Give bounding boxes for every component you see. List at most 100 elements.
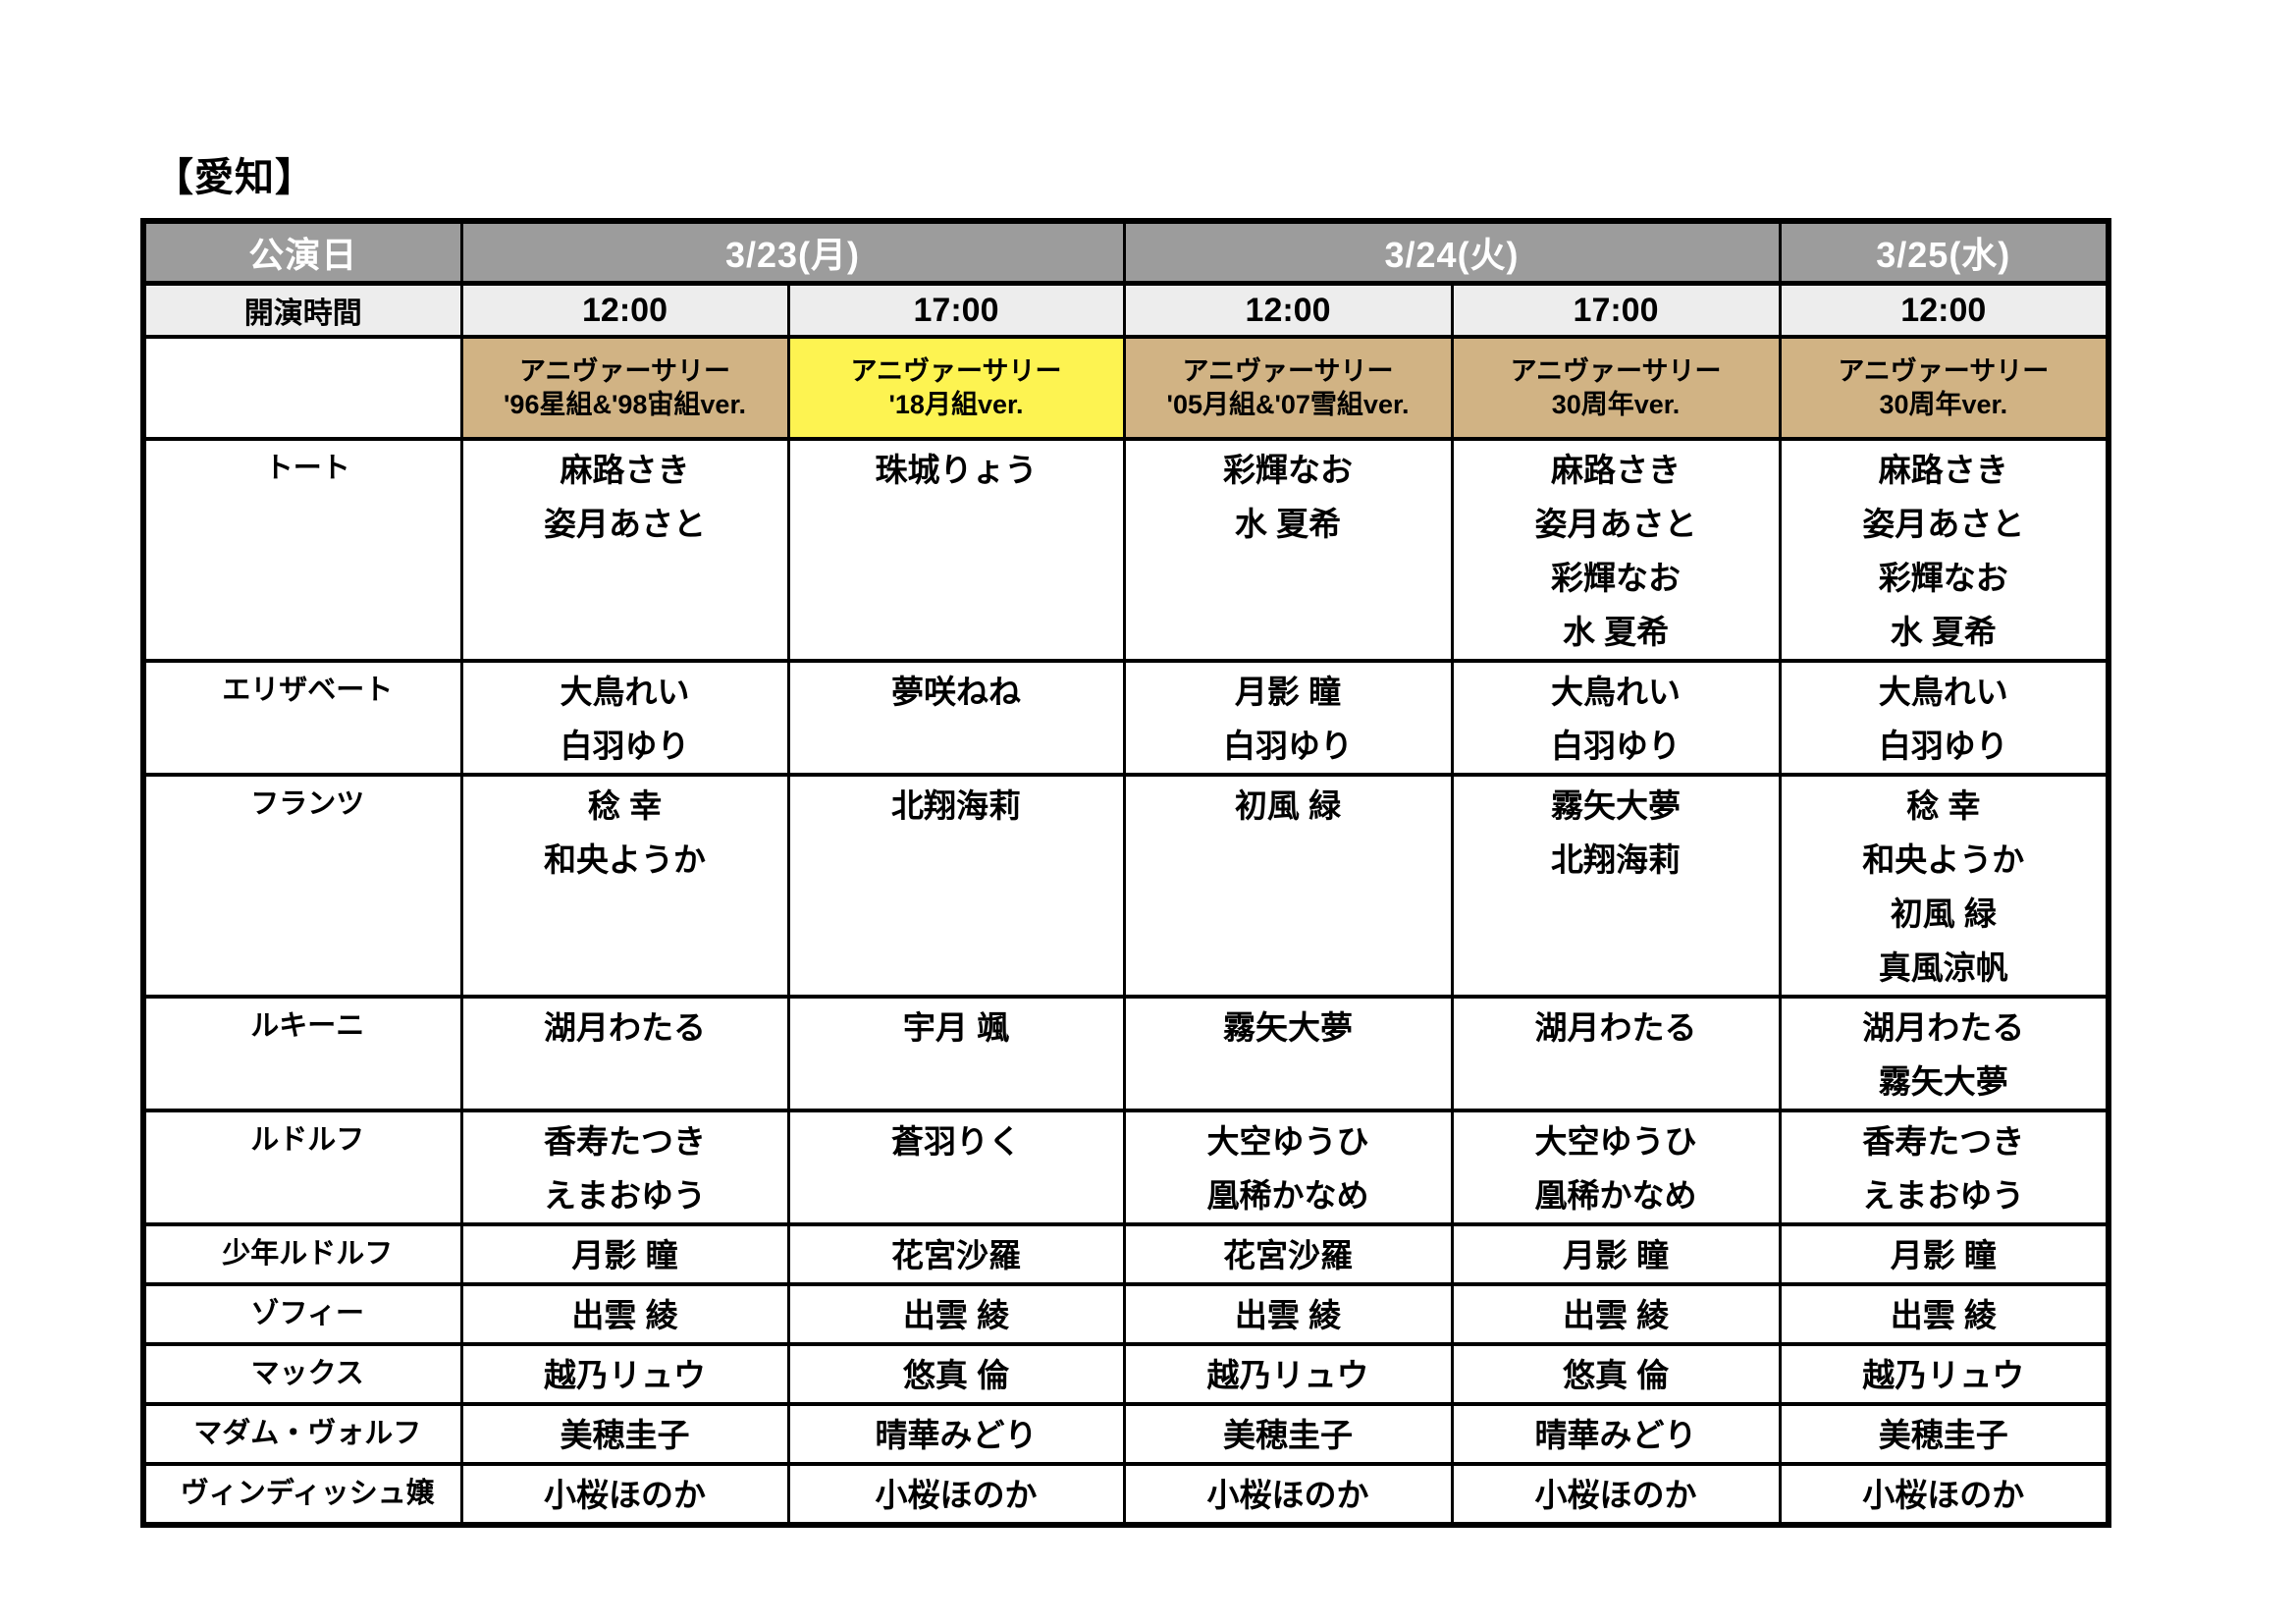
cast-name: 美穂圭子 [560,1417,690,1453]
cast-name: 小桜ほのか [1534,1477,1697,1513]
cast-cell: 小桜ほのか [459,1462,790,1527]
role-row: ゾフィー 出雲 綾 出雲 綾 出雲 綾 出雲 綾 出雲 綾 [141,1282,2110,1346]
cast-name: 麻路さき [560,452,690,488]
cast-name: 白羽ゆり [1878,728,2008,764]
cast-name: 悠真 倫 [902,1357,1010,1393]
cast-cell: 出雲 綾 [786,1282,1126,1346]
role-label: ルキーニ [141,995,463,1112]
role-label: ヴィンディッシュ嬢 [141,1462,463,1527]
version-line1: アニヴァーサリー [850,356,1062,386]
cast-name: 蒼羽りく [891,1123,1021,1160]
cast-name: 凰稀かなめ [1206,1177,1369,1214]
role-label: フランツ [141,773,463,999]
cast-name: 真風涼帆 [1878,949,2008,986]
cast-cell: 湖月わたる 霧矢大夢 [1778,995,2110,1112]
cast-cell: 月影 瞳 [1450,1222,1782,1286]
cast-name: 大鳥れい [1878,674,2008,710]
cast-name: 湖月わたる [1862,1009,2025,1046]
cast-cell: 宇月 颯 [786,995,1126,1112]
version-cell: アニヴァーサリー '05月組&'07雪組ver. [1122,335,1454,441]
version-row: アニヴァーサリー '96星組&'98宙組ver. アニヴァーサリー '18月組v… [141,335,2110,441]
role-label: マダム・ヴォルフ [141,1402,463,1466]
cast-name: 北翔海莉 [1551,841,1682,878]
date-header-label: 公演日 [141,219,463,286]
cast-name: 大空ゆうひ [1534,1123,1697,1160]
cast-cell: 月影 瞳白羽ゆり [1122,659,1454,777]
version-line2: '18月組ver. [888,390,1024,419]
time-header-label: 開演時間 [141,281,463,339]
cast-cell: 蒼羽りく [786,1109,1126,1226]
cast-cell: 出雲 綾 [1450,1282,1782,1346]
cast-cell: 大鳥れい 白羽ゆり [1450,659,1782,777]
cast-name: 出雲 綾 [1562,1297,1670,1333]
cast-cell: 霧矢大夢 北翔海莉 [1450,773,1782,999]
cast-cell: 湖月わたる [1450,995,1782,1112]
cast-cell: 越乃リュウ [1778,1342,2110,1406]
role-label: ルドルフ [141,1109,463,1226]
cast-name: 麻路さき [1551,452,1682,488]
cast-name: 出雲 綾 [902,1297,1010,1333]
cast-name: 初風 緑 [1234,787,1342,824]
cast-cell: 麻路さき 姿月あさと 彩輝なお水 夏希 [1450,437,1782,663]
page: 【愛知】 公演日 3/23(月) 3/24(火) 3/25(水) 開演時間 12… [140,156,2112,1528]
cast-name: 白羽ゆり [1223,728,1354,764]
cast-cell: 花宮沙羅 [1122,1222,1454,1286]
cast-name: 晴華みどり [1534,1417,1697,1453]
date-header-row: 公演日 3/23(月) 3/24(火) 3/25(水) [141,219,2110,286]
cast-name: 彩輝なお [1223,452,1354,488]
version-line1: アニヴァーサリー [1182,356,1394,386]
role-row: 少年ルドルフ 月影 瞳 花宮沙羅 花宮沙羅 月影 瞳 月影 瞳 [141,1222,2110,1286]
cast-cell: 晴華みどり [786,1402,1126,1466]
role-row: エリザベート 大鳥れい 白羽ゆり 夢咲ねね 月影 瞳白羽ゆり 大鳥れい 白羽ゆり 大鳥れい 白羽… [141,659,2110,777]
version-line1: アニヴァーサリー [1838,356,2050,386]
role-label: マックス [141,1342,463,1406]
cast-cell: 小桜ほのか [1122,1462,1454,1527]
date-cell-wed: 3/25(水) [1778,219,2110,286]
cast-cell: 美穂圭子 [1122,1402,1454,1466]
version-empty-cell [141,335,463,441]
schedule-table: 公演日 3/23(月) 3/24(火) 3/25(水) 開演時間 12:00 1… [140,218,2112,1528]
cast-cell: 珠城りょう [786,437,1126,663]
time-cell: 12:00 [1122,281,1454,339]
time-cell: 12:00 [1778,281,2110,339]
cast-cell: 稔 幸和央ようか 初風 緑真風涼帆 [1778,773,2110,999]
cast-name: 白羽ゆり [1551,728,1682,764]
version-line2: 30周年ver. [1551,390,1681,419]
cast-cell: 月影 瞳 [1778,1222,2110,1286]
cast-cell: 晴華みどり [1450,1402,1782,1466]
cast-cell: 麻路さき 姿月あさと 彩輝なお水 夏希 [1778,437,2110,663]
cast-name: えまおゆう [544,1177,706,1214]
cast-name: 凰稀かなめ [1534,1177,1697,1214]
cast-name: 夢咲ねね [891,674,1021,710]
page-title: 【愛知】 [154,156,315,199]
cast-name: 霧矢大夢 [1551,787,1682,824]
cast-cell: 香寿たつき えまおゆう [1778,1109,2110,1226]
cast-name: 花宮沙羅 [1223,1237,1354,1273]
role-label: エリザベート [141,659,463,777]
cast-name: 出雲 綾 [1234,1297,1342,1333]
cast-name: 越乃リュウ [1862,1357,2025,1393]
version-cell-highlighted: アニヴァーサリー '18月組ver. [786,335,1126,441]
cast-cell: 月影 瞳 [459,1222,790,1286]
date-cell-tue: 3/24(火) [1122,219,1782,286]
time-header-row: 開演時間 12:00 17:00 12:00 17:00 12:00 [141,281,2110,339]
cast-name: 霧矢大夢 [1878,1063,2008,1100]
cast-name: 稔 幸 [1906,787,1981,824]
cast-cell: 香寿たつき えまおゆう [459,1109,790,1226]
cast-cell: 麻路さき 姿月あさと [459,437,790,663]
cast-cell: 悠真 倫 [1450,1342,1782,1406]
cast-cell: 初風 緑 [1122,773,1454,999]
cast-name: 大空ゆうひ [1206,1123,1369,1160]
cast-cell: 稔 幸和央ようか [459,773,790,999]
cast-cell: 大鳥れい 白羽ゆり [1778,659,2110,777]
cast-name: 大鳥れい [1551,674,1682,710]
cast-cell: 出雲 綾 [1122,1282,1454,1346]
cast-name: 湖月わたる [1534,1009,1697,1046]
version-cell: アニヴァーサリー 30周年ver. [1450,335,1782,441]
role-label: トート [141,437,463,663]
cast-name: 出雲 綾 [571,1297,678,1333]
cast-name: 北翔海莉 [891,787,1021,824]
date-cell-mon: 3/23(月) [459,219,1126,286]
cast-cell: 大空ゆうひ凰稀かなめ [1122,1109,1454,1226]
cast-cell: 美穂圭子 [459,1402,790,1466]
